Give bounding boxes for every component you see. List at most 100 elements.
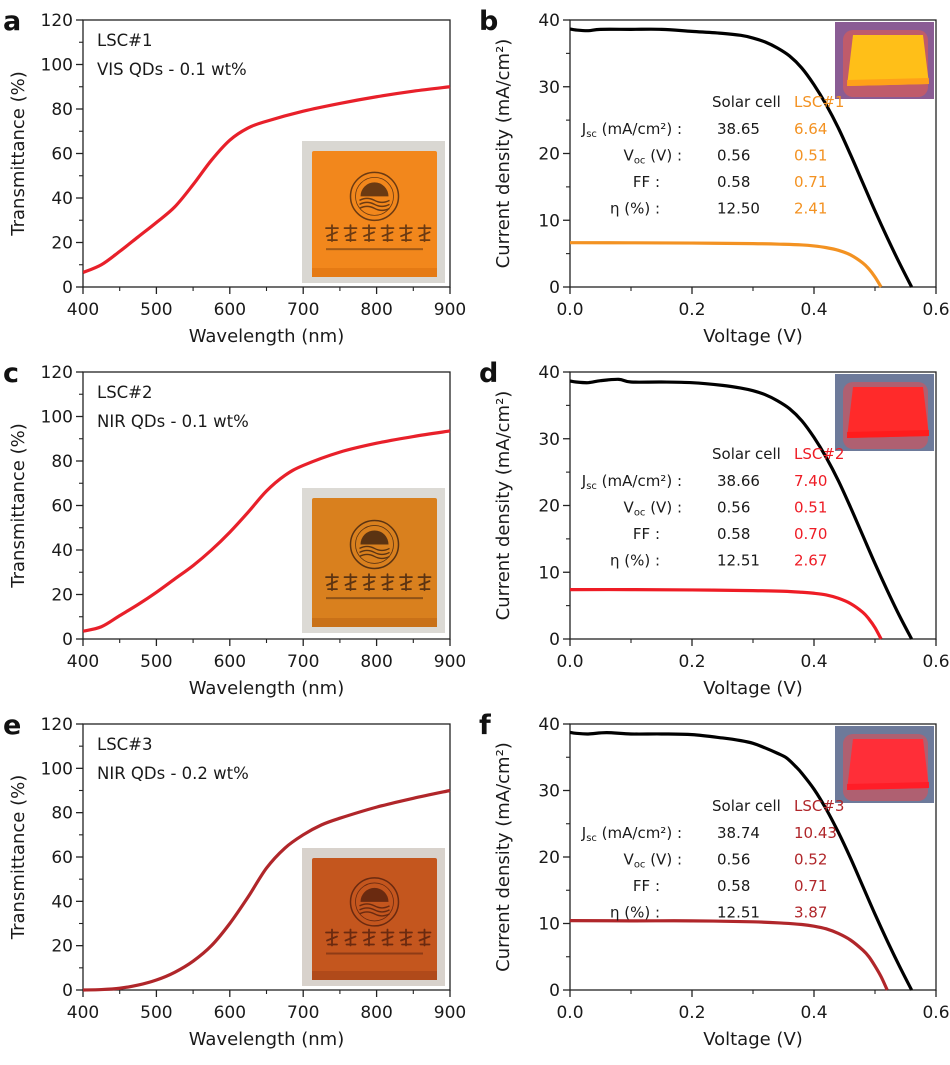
table-cell-lsc: 6.64 xyxy=(794,120,827,138)
table-row-label: Voc (V) : xyxy=(624,147,682,167)
table-cell-lsc: 0.70 xyxy=(794,525,827,543)
calligraphy-glyph xyxy=(362,573,376,592)
panel-b: 0 10 20 30 40 0.0 0.2 0.4 0.6 Voltage (V) Current … xyxy=(479,6,950,347)
university-logo-ring xyxy=(355,525,394,564)
y-axis-title: Transmittance (%) xyxy=(8,71,29,237)
x-tick-label: 500 xyxy=(140,652,172,672)
y-tick-label: 40 xyxy=(51,541,73,561)
y-axis-title: Current density (mA/cm²) xyxy=(493,391,514,621)
logo-sun-icon xyxy=(360,887,389,902)
table-cell-lsc: 2.41 xyxy=(794,200,827,218)
y-tick-label: 0 xyxy=(549,630,560,650)
table-header-solar-cell: Solar cell xyxy=(712,797,781,815)
logo-wave-icon xyxy=(359,201,390,208)
inset-photo xyxy=(302,488,445,633)
table-row-label: Voc (V) : xyxy=(624,851,682,871)
table-cell-solar-cell: 0.58 xyxy=(717,525,750,543)
table-row-label: FF : xyxy=(633,525,660,543)
y-tick-label: 40 xyxy=(538,363,560,383)
x-axis-title: Wavelength (nm) xyxy=(189,1029,345,1050)
logo-sun-icon xyxy=(360,530,389,545)
x-axis-title: Voltage (V) xyxy=(703,326,803,347)
panel-e: 0 20 40 60 80 100 120 400 500 600 700 800 900 Wavelen… xyxy=(3,710,466,1050)
table-cell-solar-cell: 12.51 xyxy=(717,904,760,922)
y-tick-label: 20 xyxy=(538,497,560,517)
table-row-label: Jsc (mA/cm²) : xyxy=(581,120,682,140)
table-cell-solar-cell: 12.50 xyxy=(717,200,760,218)
x-tick-label: 500 xyxy=(140,1003,172,1023)
logo-caption-line xyxy=(326,248,423,251)
logo-caption-line xyxy=(326,952,423,955)
panel-a: 0 20 40 60 80 100 120 400 500 600 700 800 900 Wavelen… xyxy=(3,6,466,347)
table-cell-lsc: 3.87 xyxy=(794,904,827,922)
y-tick-label: 30 xyxy=(538,430,560,450)
table-header-lsc: LSC#1 xyxy=(794,93,844,111)
table-cell-solar-cell: 0.56 xyxy=(717,499,750,517)
lsc-slab-edge xyxy=(312,618,437,627)
table-cell-lsc: 0.51 xyxy=(794,147,827,165)
table-header-solar-cell: Solar cell xyxy=(712,93,781,111)
x-tick-label: 500 xyxy=(140,300,172,320)
inset-photo xyxy=(835,374,934,451)
y-tick-label: 120 xyxy=(41,363,73,383)
y-tick-label: 10 xyxy=(538,915,560,935)
y-tick-label: 120 xyxy=(41,715,73,735)
table-cell-solar-cell: 12.51 xyxy=(717,552,760,570)
x-tick-label: 400 xyxy=(67,1003,99,1023)
x-tick-label: 900 xyxy=(434,1003,466,1023)
y-tick-label: 40 xyxy=(51,189,73,209)
y-tick-label: 40 xyxy=(538,715,560,735)
calligraphy-glyph xyxy=(380,573,395,592)
x-tick-label: 0.0 xyxy=(556,300,583,320)
university-logo-icon xyxy=(349,171,400,222)
y-tick-label: 40 xyxy=(538,11,560,31)
y-tick-label: 0 xyxy=(62,630,73,650)
logo-caption-line xyxy=(326,597,423,600)
x-tick-label: 600 xyxy=(214,652,246,672)
lsc-slab xyxy=(312,498,437,627)
sample-annotation: VIS QDs - 0.1 wt% xyxy=(97,60,247,79)
y-tick-label: 60 xyxy=(51,848,73,868)
parameter-table: Solar cell LSC#1 Jsc (mA/cm²) : 38.65 6.64 Vo… xyxy=(581,93,845,218)
table-cell-lsc: 0.52 xyxy=(794,851,827,869)
x-tick-label: 0.6 xyxy=(922,652,949,672)
x-tick-label: 400 xyxy=(67,300,99,320)
calligraphy-glyph xyxy=(343,224,358,243)
x-tick-label: 400 xyxy=(67,652,99,672)
x-tick-label: 900 xyxy=(434,652,466,672)
y-axis-title: Current density (mA/cm²) xyxy=(493,39,514,269)
x-tick-label: 900 xyxy=(434,300,466,320)
x-axis-title: Wavelength (nm) xyxy=(189,678,345,699)
logo-wave-icon xyxy=(359,549,390,556)
panel-d: 0 10 20 30 40 0.0 0.2 0.4 0.6 Voltage (V) Current … xyxy=(479,358,950,699)
table-row-label: Jsc (mA/cm²) : xyxy=(581,472,682,492)
x-tick-label: 0.2 xyxy=(678,1003,705,1023)
x-axis-title: Voltage (V) xyxy=(703,1029,803,1050)
lsc-slab xyxy=(312,151,437,277)
y-tick-label: 0 xyxy=(549,981,560,1001)
table-cell-solar-cell: 0.58 xyxy=(717,173,750,191)
parameter-table: Solar cell LSC#3 Jsc (mA/cm²) : 38.74 10.43 V… xyxy=(581,797,845,922)
series-line-solar-cell xyxy=(570,730,914,991)
panel-letter: b xyxy=(479,6,498,37)
logo-wave-icon xyxy=(359,545,390,552)
lsc-slab-edge xyxy=(312,268,437,277)
table-cell-lsc: 2.67 xyxy=(794,552,827,570)
logo-wave-icon xyxy=(359,205,390,212)
calligraphy-glyph xyxy=(417,928,432,947)
y-tick-label: 80 xyxy=(51,452,73,472)
x-tick-label: 700 xyxy=(287,652,319,672)
sample-annotation: NIR QDs - 0.1 wt% xyxy=(97,412,249,431)
y-tick-label: 100 xyxy=(41,408,73,428)
lsc-slab-edge xyxy=(847,782,929,790)
university-logo-ring xyxy=(355,882,394,922)
panel-letter: d xyxy=(479,358,498,389)
calligraphy-glyph xyxy=(417,573,432,592)
y-tick-label: 20 xyxy=(51,586,73,606)
lsc-slab xyxy=(847,387,929,438)
table-row-label: FF : xyxy=(633,173,660,191)
lsc-slab xyxy=(847,739,929,790)
x-tick-label: 600 xyxy=(214,1003,246,1023)
y-tick-label: 120 xyxy=(41,11,73,31)
logo-sun-icon xyxy=(360,182,389,197)
